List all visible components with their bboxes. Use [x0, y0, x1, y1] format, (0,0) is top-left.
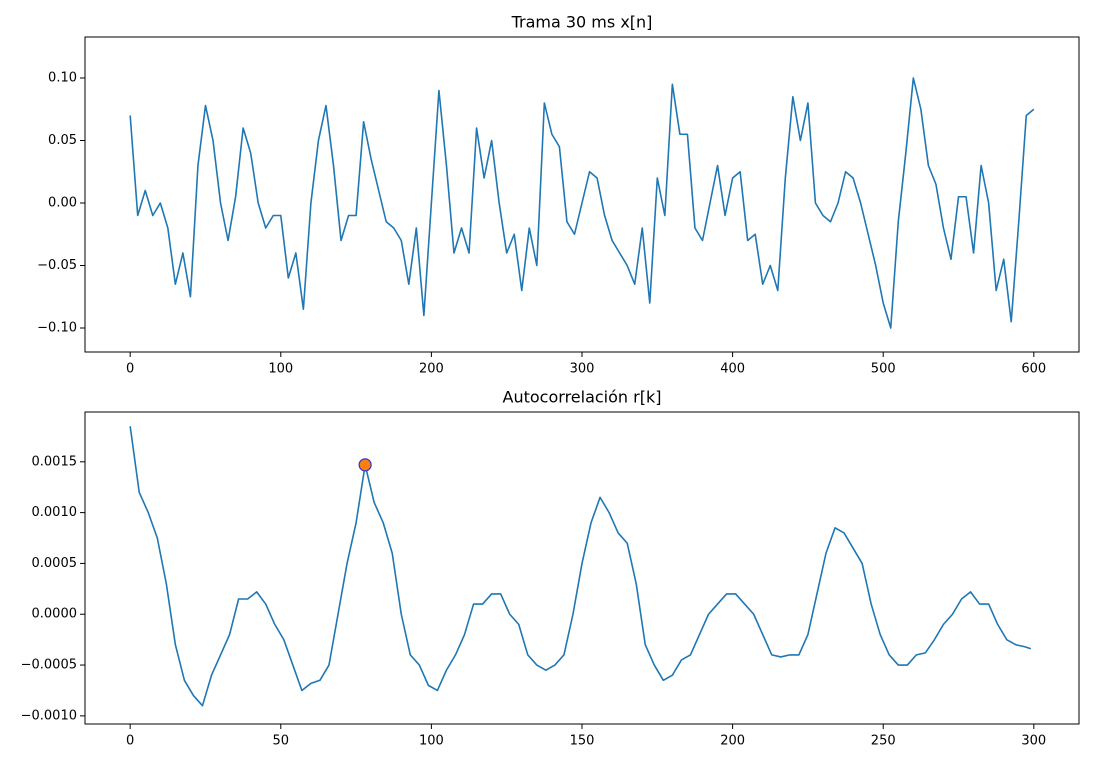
peak-marker: [358, 458, 372, 472]
axes-frame: [84, 36, 1080, 353]
x-tick-label: 250: [871, 734, 896, 749]
series-line: [129, 426, 1032, 707]
axes-frame: [84, 411, 1080, 725]
x-tick-label: 150: [570, 734, 595, 749]
y-tick-label: −0.05: [37, 258, 77, 273]
y-tick-label: 0.05: [48, 133, 77, 148]
x-tick-label: 600: [1021, 362, 1046, 377]
x-tick-label: 200: [419, 362, 444, 377]
series-line: [129, 77, 1035, 329]
y-tick-label: −0.0005: [21, 658, 77, 673]
y-tick-label: 0.10: [48, 71, 77, 86]
chart-title: Trama 30 ms x[n]: [511, 13, 653, 32]
x-tick-label: 50: [273, 734, 290, 749]
x-tick-label: 500: [871, 362, 896, 377]
x-tick-label: 300: [1021, 734, 1046, 749]
x-tick-label: 200: [720, 734, 745, 749]
x-tick-label: 0: [126, 734, 134, 749]
y-tick-label: −0.0010: [21, 708, 77, 723]
x-tick-label: 100: [419, 734, 444, 749]
y-tick-label: 0.0005: [32, 556, 78, 571]
y-tick-label: 0.0000: [32, 607, 78, 622]
chart-title: Autocorrelación r[k]: [503, 388, 662, 407]
y-tick-label: 0.0010: [32, 505, 78, 520]
x-tick-label: 0: [126, 362, 134, 377]
y-tick-label: 0.0015: [32, 454, 78, 469]
x-tick-label: 100: [268, 362, 293, 377]
y-tick-label: 0.00: [48, 196, 77, 211]
x-tick-label: 400: [720, 362, 745, 377]
x-tick-label: 300: [570, 362, 595, 377]
y-tick-label: −0.10: [37, 321, 77, 336]
